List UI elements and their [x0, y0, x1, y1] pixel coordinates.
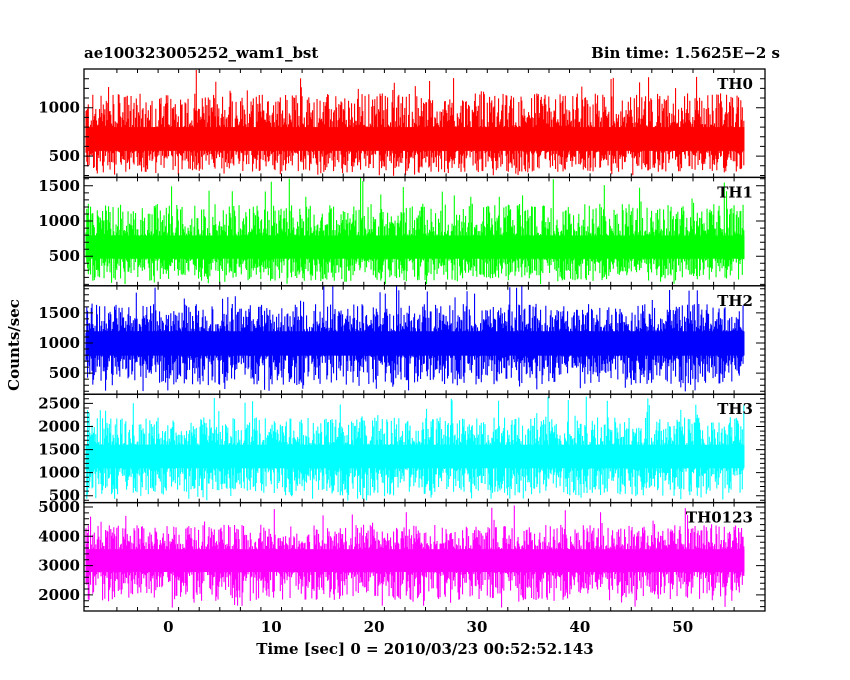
- panel-th0123: 2000 3000 4000 5000 TH0123: [38, 498, 766, 612]
- panel-th1: 500 1000 1500 TH1: [38, 176, 766, 287]
- x-tick-label: 0: [163, 618, 173, 636]
- y-tick-label: 500: [49, 247, 80, 265]
- x-tick-label: 20: [364, 618, 385, 636]
- y-tick-label: 1000: [38, 464, 80, 482]
- x-ticks: [116, 285, 735, 395]
- x-tick-label: 30: [467, 618, 488, 636]
- x-ticks: [116, 502, 735, 611]
- y-ticks: [84, 288, 765, 392]
- y-ticks: [84, 68, 765, 176]
- y-tick-label: 1500: [38, 177, 80, 195]
- panel-label-th2: TH2: [717, 292, 753, 310]
- series-core-th2: [86, 331, 745, 356]
- chart-title: ae100323005252_wam1_bst: [84, 44, 318, 62]
- panel-th0: 500 1000 TH0: [38, 68, 766, 179]
- series-core-th0: [86, 127, 745, 151]
- y-tick-label: 2000: [38, 417, 80, 435]
- y-tick-label: 5000: [38, 498, 80, 516]
- y-tick-label: 1000: [38, 212, 80, 230]
- y-tick-label: 2500: [38, 394, 80, 412]
- y-tick-label: 2000: [38, 586, 80, 604]
- x-tick-label: 10: [261, 618, 282, 636]
- series-core-th3: [86, 444, 745, 469]
- y-tick-label: 4000: [38, 527, 80, 545]
- series-th1: [85, 177, 745, 285]
- y-tick-label: 500: [49, 487, 80, 505]
- y-tick-label: 500: [49, 147, 80, 165]
- y-axis-label: Counts/sec: [5, 299, 23, 391]
- x-axis: 0 10 20 30 40 50: [163, 618, 693, 636]
- x-ticks: [116, 394, 735, 503]
- panel-label-th3: TH3: [717, 400, 753, 418]
- y-tick-label: 3000: [38, 557, 80, 575]
- panel-label-th0: TH0: [717, 75, 753, 93]
- y-tick-label: 1500: [38, 304, 80, 322]
- series-core-th0123: [86, 549, 745, 573]
- y-ticks: [84, 393, 765, 501]
- panel-frame: [83, 501, 766, 612]
- series-core-th1: [86, 235, 745, 259]
- panel-th2: 500 1000 1500 TH2: [38, 285, 766, 395]
- panel-th3: 500 1000 1500 2000 2500 TH3: [38, 393, 766, 505]
- x-ticks: [116, 69, 735, 178]
- bin-time-label: Bin time: 1.5625E−2 s: [591, 44, 780, 62]
- y-ticks: [84, 178, 765, 285]
- x-axis-label: Time [sec] 0 = 2010/03/23 00:52:52.143: [256, 640, 593, 658]
- x-tick-label: 50: [672, 618, 693, 636]
- panel-label-th0123: TH0123: [686, 509, 753, 527]
- series-th0: [85, 70, 745, 176]
- panel-label-th1: TH1: [717, 183, 753, 201]
- y-tick-label: 1500: [38, 441, 80, 459]
- y-tick-label: 1000: [38, 99, 80, 117]
- x-tick-label: 40: [569, 618, 590, 636]
- y-tick-label: 1000: [38, 334, 80, 352]
- y-tick-label: 500: [49, 364, 80, 382]
- x-ticks: [116, 177, 735, 286]
- y-ticks: [84, 506, 765, 608]
